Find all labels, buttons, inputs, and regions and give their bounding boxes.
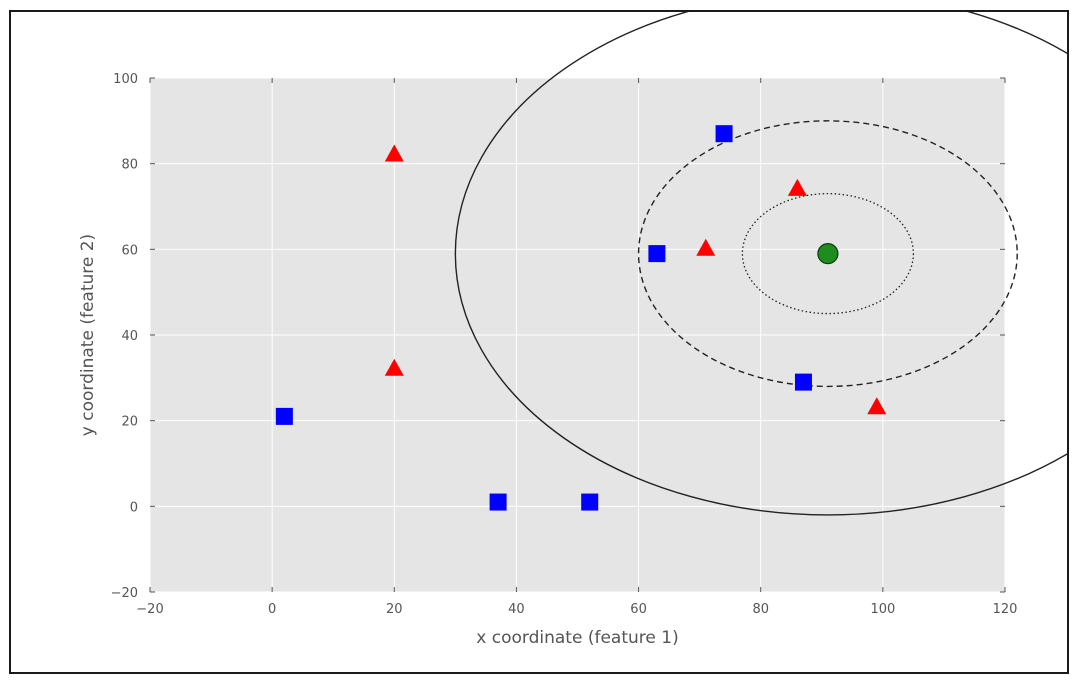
- radius-circles: [454, 12, 1067, 516]
- dashed-radius-circle: [637, 120, 1018, 388]
- x-tick-label: 80: [752, 602, 769, 617]
- circle-point: [817, 243, 839, 265]
- square-point: [581, 493, 599, 511]
- figure-frame: −20 0 20 40 60 80 100 120 −20 0 20 40 60 80 100 x coo…: [9, 10, 1069, 674]
- y-axis-label: y coordinate (feature 2): [78, 234, 98, 436]
- x-tick-label: 60: [630, 602, 647, 617]
- axis-ticks: [149, 77, 1006, 593]
- x-tick-label: 0: [268, 602, 276, 617]
- x-tick-labels: −20 0 20 40 60 80 100 120: [136, 602, 1017, 617]
- square-point: [648, 245, 666, 263]
- x-tick-label: 120: [993, 602, 1018, 617]
- y-tick-label: 60: [121, 243, 138, 258]
- square-point: [715, 125, 733, 143]
- triangle-point: [384, 144, 404, 162]
- square-point: [489, 493, 507, 511]
- data-points: [275, 125, 887, 511]
- y-tick-label: −20: [111, 586, 138, 601]
- scatter-plot: −20 0 20 40 60 80 100 120 −20 0 20 40 60 80 100 x coo…: [78, 12, 1067, 648]
- square-point: [275, 407, 293, 425]
- x-tick-label: 100: [870, 602, 895, 617]
- x-tick-label: −20: [136, 602, 163, 617]
- dotted-radius-circle: [741, 192, 915, 315]
- y-tick-label: 20: [121, 415, 138, 430]
- y-tick-label: 100: [113, 72, 138, 87]
- triangle-point: [696, 238, 716, 256]
- solid-radius-circle: [454, 12, 1067, 516]
- y-tick-label: 40: [121, 329, 138, 344]
- square-point: [794, 373, 812, 391]
- y-tick-labels: −20 0 20 40 60 80 100: [111, 72, 138, 601]
- y-tick-label: 80: [121, 158, 138, 173]
- x-tick-label: 20: [386, 602, 403, 617]
- triangle-point: [867, 397, 887, 415]
- x-tick-label: 40: [508, 602, 525, 617]
- y-tick-label: 0: [130, 500, 138, 515]
- triangle-point: [384, 358, 404, 376]
- x-axis-label: x coordinate (feature 1): [476, 628, 678, 648]
- triangle-point: [787, 178, 807, 196]
